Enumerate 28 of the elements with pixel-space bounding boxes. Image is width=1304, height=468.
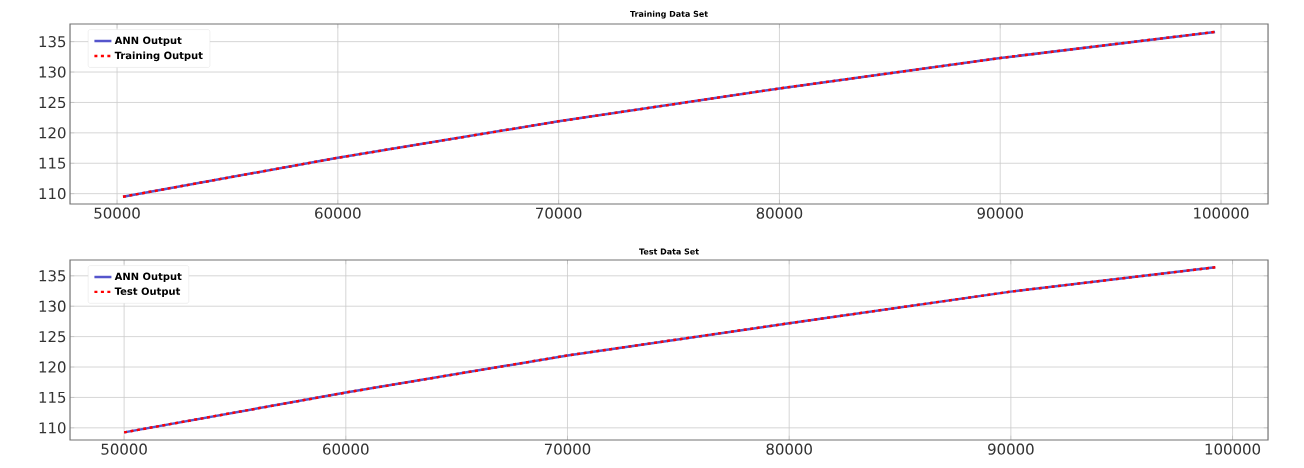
- x-tick-label: 80000: [756, 207, 803, 219]
- y-tick-label: 130: [39, 66, 66, 78]
- x-tick-label: 50000: [94, 207, 140, 219]
- y-tick-label: 120: [39, 127, 66, 139]
- x-tick-label: 80000: [766, 443, 812, 455]
- legend-label: ANN Output: [114, 36, 182, 47]
- legend-label: Training Output: [114, 51, 203, 62]
- y-tick-label: 135: [39, 35, 66, 48]
- x-tick-label: 90000: [988, 443, 1034, 455]
- y-tick-label: 110: [39, 188, 66, 200]
- y-tick-label: 125: [39, 330, 66, 343]
- y-tick-label: 130: [39, 300, 66, 312]
- y-tick-label: 135: [39, 270, 66, 282]
- x-tick-label: 70000: [544, 443, 591, 455]
- x-tick-label: 90000: [977, 207, 1023, 219]
- y-tick-label: 110: [39, 422, 66, 434]
- y-tick-label: 125: [39, 96, 66, 109]
- y-tick-label: 115: [39, 391, 66, 403]
- legend-label: Test Output: [114, 287, 181, 297]
- x-tick-label: 60000: [323, 443, 369, 455]
- x-tick-label: 70000: [536, 207, 582, 219]
- y-tick-label: 115: [39, 157, 66, 169]
- x-tick-label: 100000: [1205, 443, 1261, 455]
- y-tick-label: 120: [39, 361, 66, 373]
- x-tick-label: 60000: [315, 207, 361, 219]
- x-tick-label: 50000: [101, 443, 147, 455]
- legend-label: ANN Output: [114, 272, 182, 283]
- x-tick-label: 100000: [1194, 207, 1249, 219]
